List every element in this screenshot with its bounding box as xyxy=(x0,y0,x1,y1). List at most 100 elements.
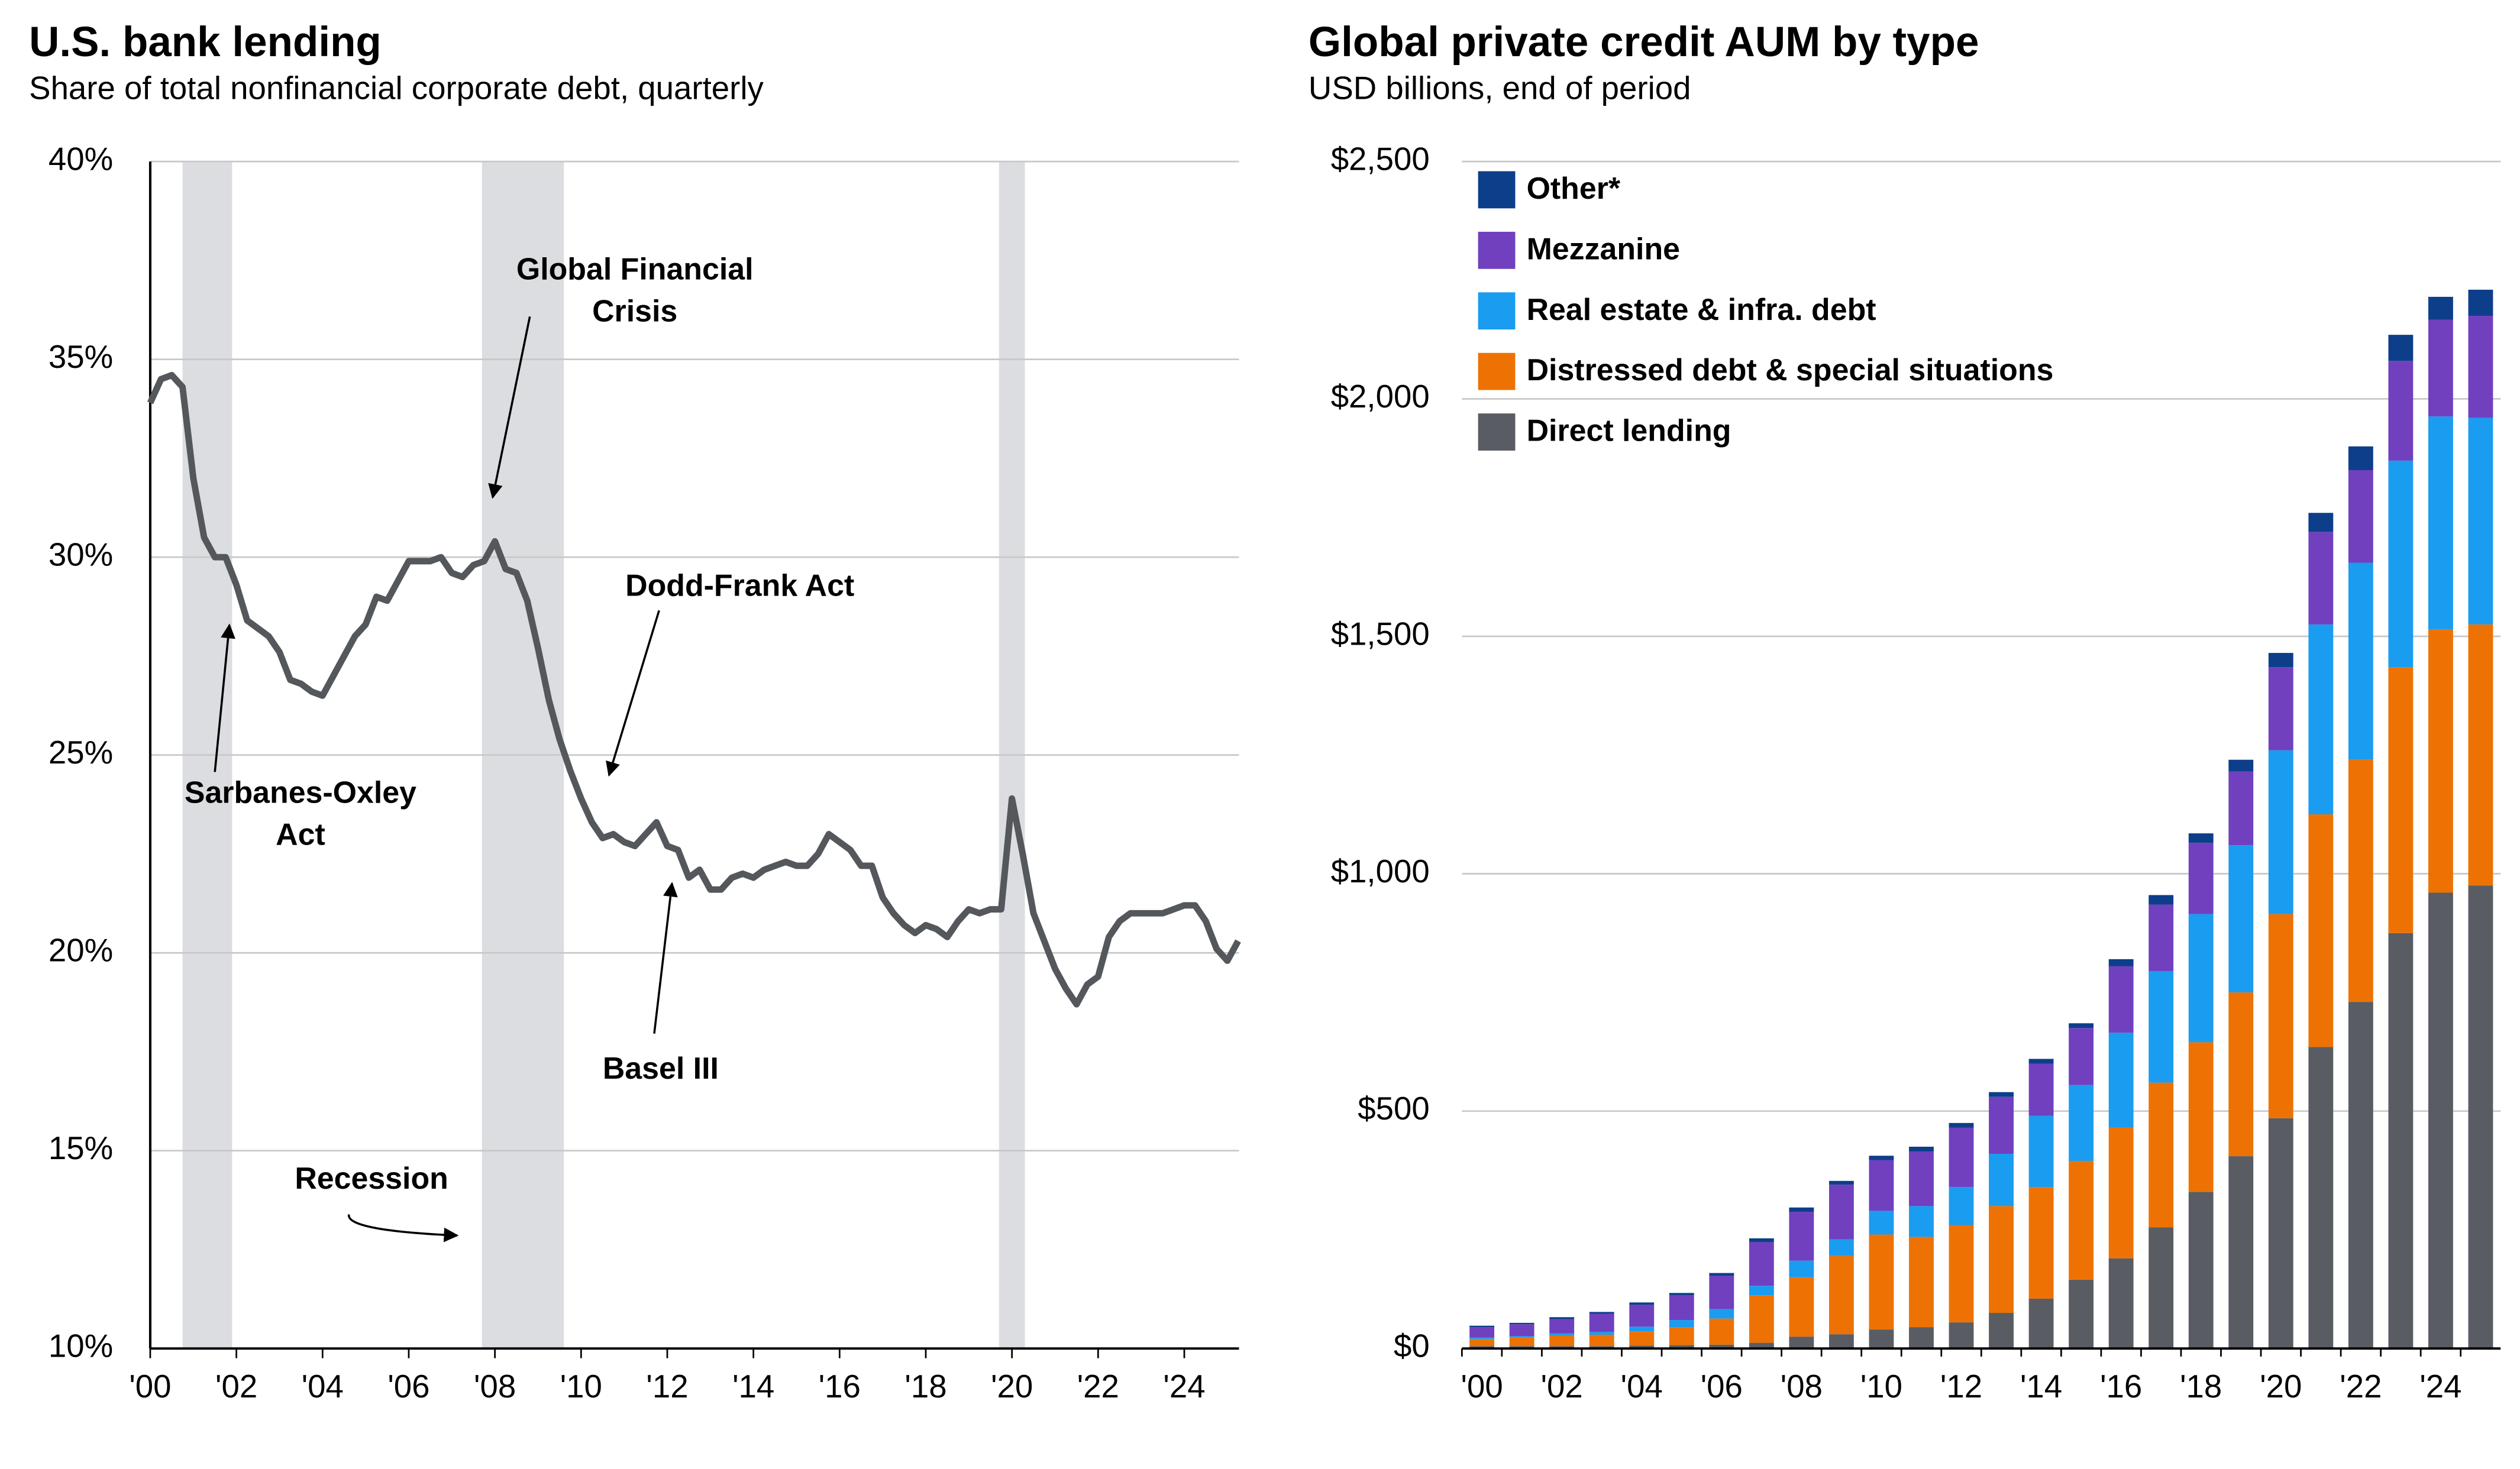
bar-segment xyxy=(1989,1206,2014,1313)
x-tick-label: '14 xyxy=(732,1368,774,1405)
chart-subtitle: Share of total nonfinancial corporate de… xyxy=(29,70,764,106)
bar-segment xyxy=(1549,1319,1575,1334)
bar-segment xyxy=(1589,1313,1614,1332)
bar-segment xyxy=(2468,316,2493,418)
annotation-arrow xyxy=(488,316,531,499)
chart-subtitle: USD billions, end of period xyxy=(1309,70,1691,106)
bar-segment xyxy=(2388,361,2414,461)
bar-segment xyxy=(1869,1160,1894,1211)
y-tick-label: 10% xyxy=(49,1328,113,1364)
annotation: Basel III xyxy=(603,1051,719,1085)
x-tick-label: '20 xyxy=(2260,1368,2302,1405)
bar-segment xyxy=(2028,1115,2054,1188)
bar-segment xyxy=(1909,1151,1934,1206)
bar-segment xyxy=(1828,1334,1854,1349)
bar-segment xyxy=(2268,1118,2293,1349)
bar-segment xyxy=(1709,1276,1734,1309)
bar-segment xyxy=(2308,814,2334,1047)
bar-segment xyxy=(2428,892,2453,1349)
y-tick-label: 30% xyxy=(49,537,113,573)
bar-segment xyxy=(2108,1033,2134,1128)
bar-segment xyxy=(1949,1225,1974,1323)
bar-segment xyxy=(2348,759,2373,1002)
bar-segment xyxy=(1949,1322,1974,1349)
bar-segment xyxy=(2028,1298,2054,1349)
bar-segment xyxy=(2188,914,2214,1043)
data-line xyxy=(147,371,1241,1008)
bar-segment xyxy=(2348,446,2373,470)
bar-segment xyxy=(2468,289,2493,316)
bar-segment xyxy=(1989,1092,2014,1097)
x-tick-label: '12 xyxy=(1940,1368,1982,1405)
bar-segment xyxy=(2228,771,2254,846)
bar-segment xyxy=(1749,1295,1774,1343)
x-tick-label: '14 xyxy=(2020,1368,2062,1405)
x-tick-label: '16 xyxy=(819,1368,861,1405)
y-tick-label: $2,500 xyxy=(1331,141,1430,177)
bar-segment xyxy=(1789,1207,1814,1212)
bar-segment xyxy=(2308,624,2334,815)
x-tick-label: '04 xyxy=(302,1368,344,1405)
x-tick-label: '24 xyxy=(1163,1368,1205,1405)
legend-swatch xyxy=(1478,292,1516,330)
annotation-arrow xyxy=(214,623,235,772)
x-tick-label: '20 xyxy=(991,1368,1033,1405)
annotation-arrow xyxy=(653,882,678,1034)
annotation: Dodd-Frank Act xyxy=(625,568,854,603)
bar-segment xyxy=(2268,667,2293,750)
bar-segment xyxy=(1629,1331,1655,1346)
bar-segment xyxy=(1709,1344,1734,1349)
bar-segment xyxy=(1828,1256,1854,1335)
bar-segment xyxy=(2268,653,2293,668)
bar-segment xyxy=(2028,1063,2054,1116)
y-tick-label: $1,500 xyxy=(1331,616,1430,652)
legend-swatch xyxy=(1478,171,1516,209)
x-tick-label: '04 xyxy=(1621,1368,1663,1405)
bar-segment xyxy=(2188,1192,2214,1349)
bar-segment xyxy=(2348,1002,2373,1349)
bar-segment xyxy=(2149,970,2174,1083)
y-tick-label: $500 xyxy=(1358,1091,1430,1127)
bar-segment xyxy=(2108,966,2134,1033)
legend-label: Distressed debt & special situations xyxy=(1527,352,2054,387)
x-tick-label: '22 xyxy=(2340,1368,2382,1405)
bar-segment xyxy=(2149,895,2174,905)
x-tick-label: '00 xyxy=(129,1368,171,1405)
bar-segment xyxy=(1669,1327,1694,1345)
bar-segment xyxy=(1469,1339,1495,1347)
bar-segment xyxy=(2069,1023,2094,1028)
bar-segment xyxy=(1509,1322,1534,1325)
x-tick-label: '00 xyxy=(1461,1368,1503,1405)
chart-title: U.S. bank lending xyxy=(29,19,382,66)
y-tick-label: $0 xyxy=(1394,1328,1430,1364)
bar-segment xyxy=(2428,629,2453,893)
annotation: Global Financial xyxy=(516,252,754,286)
bar-segment xyxy=(1669,1293,1694,1296)
y-tick-label: 25% xyxy=(49,734,113,771)
bar-segment xyxy=(1828,1185,1854,1240)
bar-segment xyxy=(2468,885,2493,1349)
bar-segment xyxy=(1749,1286,1774,1296)
x-tick-label: '02 xyxy=(1541,1368,1583,1405)
bar-segment xyxy=(1989,1313,2014,1349)
bar-segment xyxy=(1669,1345,1694,1349)
bar-segment xyxy=(2149,904,2174,971)
bar-segment xyxy=(1869,1156,1894,1160)
bar-segment xyxy=(1669,1295,1694,1321)
bar-segment xyxy=(2308,513,2334,532)
bar-segment xyxy=(1469,1325,1495,1328)
legend-swatch xyxy=(1478,231,1516,269)
bar-segment xyxy=(2468,624,2493,886)
x-tick-label: '08 xyxy=(474,1368,516,1405)
bar-segment xyxy=(1709,1273,1734,1276)
bar-segment xyxy=(2308,1047,2334,1349)
bar-segment xyxy=(1469,1327,1495,1338)
bar-segment xyxy=(1589,1312,1614,1314)
bar-segment xyxy=(2388,933,2414,1349)
bar-segment xyxy=(1629,1326,1655,1332)
bar-segment xyxy=(1629,1302,1655,1305)
x-tick-label: '18 xyxy=(2180,1368,2222,1405)
bar-segment xyxy=(2388,460,2414,668)
legend-swatch xyxy=(1478,352,1516,390)
